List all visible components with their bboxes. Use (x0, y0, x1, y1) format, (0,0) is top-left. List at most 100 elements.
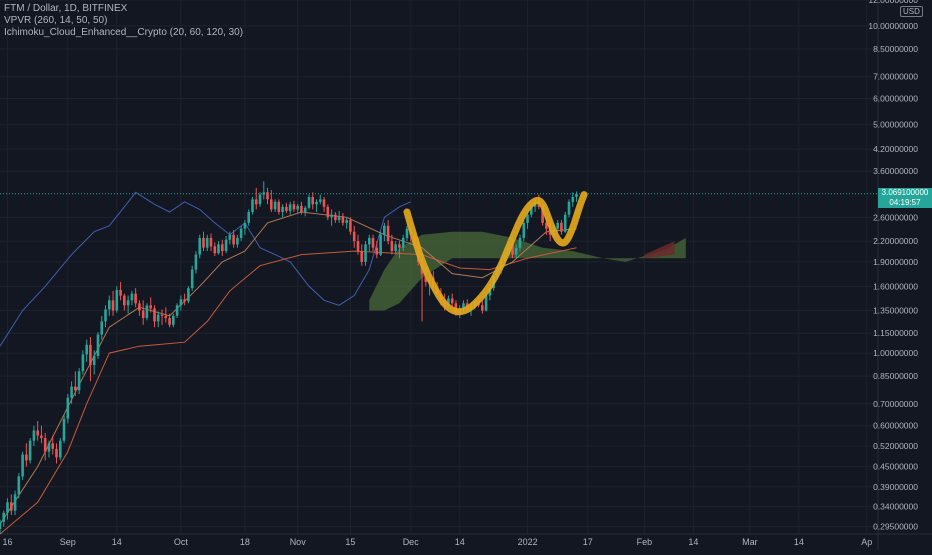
candle-body (134, 293, 137, 304)
ichimoku-cloud-bullish (369, 231, 686, 311)
ichimoku-base-line (0, 247, 577, 535)
price-axis-label: 7.00000000 (873, 72, 918, 82)
candle-body (277, 201, 281, 212)
candle (341, 213, 345, 226)
candle-body (232, 234, 235, 245)
candle-body (85, 344, 88, 355)
candle (292, 200, 296, 212)
price-axis-label: 1.60000000 (873, 281, 918, 291)
candle-body (447, 298, 450, 306)
candle (25, 443, 28, 467)
candle-body (198, 237, 201, 255)
price-axis-label: 1.35000000 (873, 306, 918, 316)
candle-body (51, 443, 54, 449)
candle (251, 196, 254, 215)
candle (236, 234, 239, 248)
candle-body (32, 430, 36, 441)
candle (243, 220, 247, 235)
candle-body (341, 216, 345, 223)
candle (364, 241, 367, 266)
last-price-value: 3.069100000 (881, 187, 929, 197)
price-axis-label: 8.50000000 (873, 44, 918, 54)
time-axis-label: Dec (403, 537, 420, 547)
candle-body (330, 214, 333, 218)
currency-badge[interactable]: USD (900, 6, 923, 17)
candle-body (262, 192, 266, 195)
candle (379, 231, 382, 257)
candle-body (100, 321, 103, 335)
candle-body (398, 244, 401, 248)
candle-body (514, 247, 518, 255)
candle (36, 421, 39, 441)
candle-body (360, 251, 363, 262)
candle-body (156, 314, 160, 322)
price-axis-label: 5.00000000 (873, 119, 918, 129)
candle-body (236, 237, 239, 245)
candle-body (251, 199, 254, 212)
candle-body (160, 314, 164, 316)
candle-body (326, 206, 330, 218)
candle (352, 225, 356, 248)
candle (239, 225, 243, 242)
candle (47, 440, 51, 458)
candle (21, 451, 24, 480)
time-axis-label: 14 (112, 537, 122, 547)
candle-body (285, 206, 288, 211)
candle (522, 220, 526, 242)
candle-body (311, 197, 314, 205)
candle (330, 209, 333, 226)
candle-body (168, 318, 171, 325)
candle-body (450, 298, 454, 304)
ichimoku-indicator-label[interactable]: Ichimoku_Cloud_Enhanced__Crypto (20, 60,… (4, 27, 244, 38)
candle-body (111, 300, 115, 311)
candle (66, 393, 70, 424)
candle-body (405, 228, 409, 238)
candle (300, 201, 303, 215)
candle (401, 234, 405, 252)
candle-body (202, 237, 205, 248)
candle (149, 297, 152, 313)
time-axis-label: Oct (174, 537, 189, 547)
candle-body (254, 199, 258, 205)
candle (108, 295, 111, 316)
candle (217, 241, 220, 255)
candle (390, 234, 394, 255)
candle-body (243, 222, 247, 229)
candle (104, 305, 107, 328)
candle (285, 202, 288, 214)
candle (526, 211, 529, 229)
time-axis-label: 14 (455, 537, 465, 547)
candle-body (40, 435, 43, 439)
candle-body (119, 289, 122, 296)
bar-countdown: 04:19:57 (889, 197, 921, 207)
ichimoku-conversion-line (0, 211, 577, 525)
ichimoku-cloud-bearish (644, 241, 675, 259)
time-axis-label: 15 (345, 537, 355, 547)
candle (303, 205, 307, 217)
candle-body (319, 199, 322, 202)
price-axis-label: 0.60000000 (873, 421, 918, 431)
candle-body (390, 241, 394, 252)
candle-body (70, 386, 73, 398)
candle (202, 231, 205, 252)
candle (28, 438, 32, 464)
candle-body (511, 244, 514, 255)
candle-body (296, 205, 299, 210)
symbol-title[interactable]: FTM / Dollar, 1D, BITFINEX (4, 3, 128, 14)
candle (168, 313, 171, 328)
candle (160, 309, 164, 325)
candle (481, 300, 484, 314)
candle (119, 281, 122, 301)
candle (141, 300, 145, 325)
candle (115, 286, 119, 313)
vpvr-indicator-label[interactable]: VPVR (260, 14, 50, 50) (4, 15, 108, 26)
candle (153, 305, 156, 328)
candle-body (0, 521, 2, 529)
candle-body (334, 214, 337, 221)
candle (123, 293, 126, 311)
candle-body (526, 214, 529, 223)
candle (450, 293, 454, 308)
candle-body (92, 356, 96, 365)
